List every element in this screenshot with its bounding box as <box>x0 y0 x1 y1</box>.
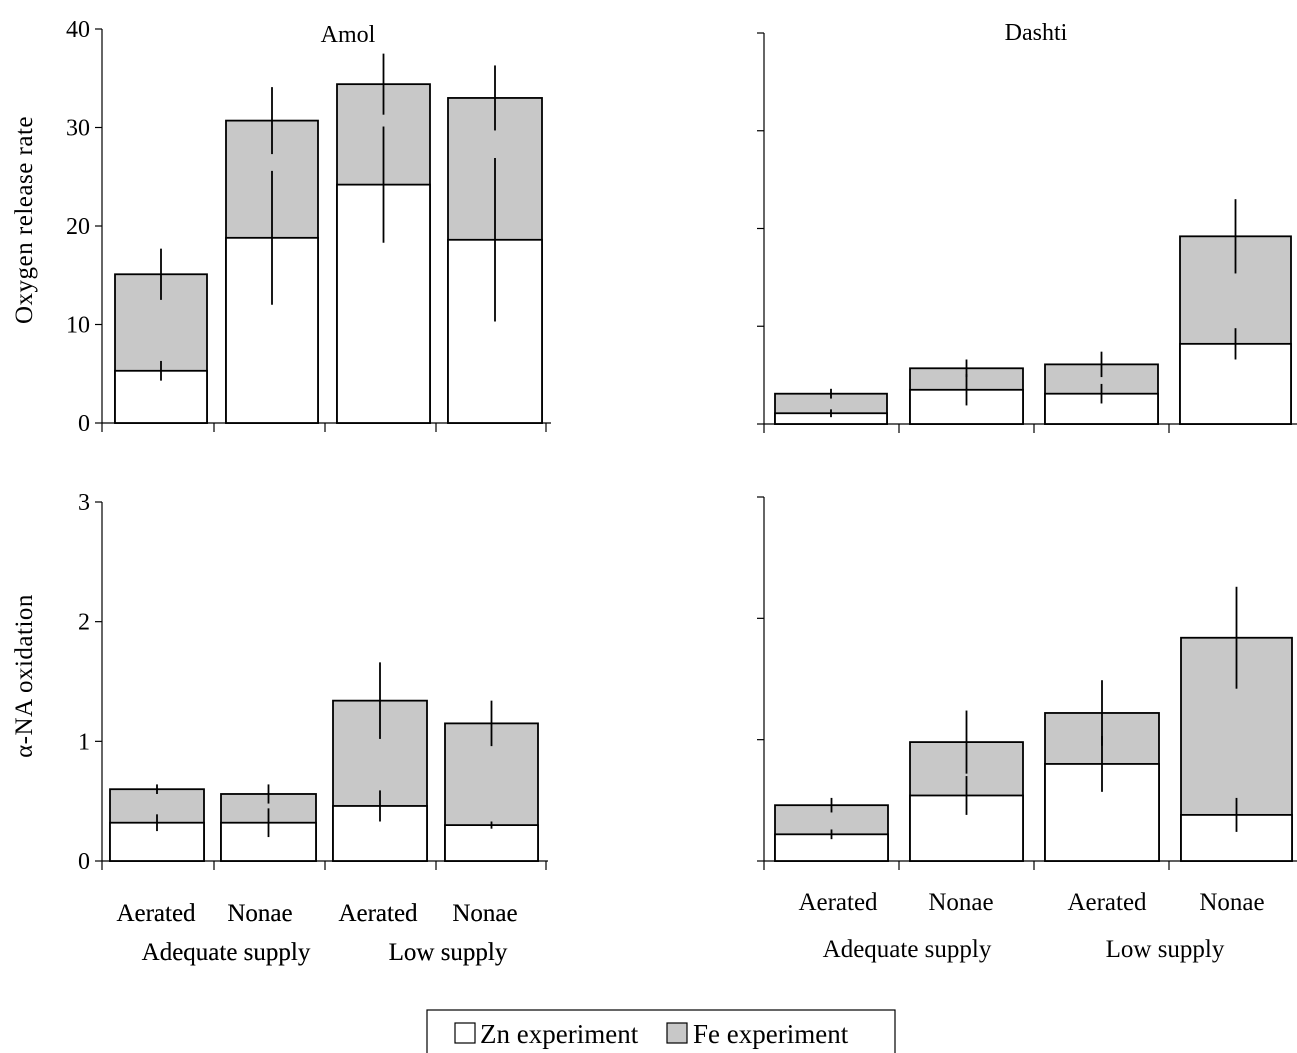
legend-swatch-fe <box>666 1022 688 1044</box>
category-label: Nonae <box>452 900 517 927</box>
group-label: Low supply <box>1106 936 1225 963</box>
group-label: Low supply <box>389 939 508 966</box>
y-tick-label: 0 <box>78 411 90 437</box>
group-label: Adequate supply <box>823 936 992 963</box>
category-label: Aerated <box>338 900 418 927</box>
legend-label-fe: Fe experiment <box>693 1019 849 1049</box>
bar-zn <box>332 805 428 862</box>
legend-box <box>426 1009 896 1053</box>
category-label: Nonae <box>1199 889 1264 916</box>
y-tick-label: 1 <box>78 729 90 755</box>
y-tick-label: 2 <box>78 610 90 636</box>
category-label: Aerated <box>116 900 196 927</box>
legend-label-zn: Zn experiment <box>480 1019 639 1049</box>
category-label: Nonae <box>227 900 292 927</box>
y-tick-label: 0 <box>78 849 90 875</box>
y-tick-label: 40 <box>66 17 90 43</box>
legend-swatch-zn <box>454 1022 476 1044</box>
panel-title: Dashti <box>1005 20 1068 46</box>
y-tick-label: 10 <box>66 313 90 339</box>
y-tick-label: 3 <box>78 490 90 516</box>
category-label: Aerated <box>798 889 878 916</box>
y-tick-label: 20 <box>66 214 90 240</box>
category-label: Nonae <box>452 900 517 927</box>
legend: Zn experiment Fe experiment <box>426 1009 896 1053</box>
category-label: Nonae <box>227 900 292 927</box>
group-label: Adequate supply <box>142 939 311 966</box>
group-label: Adequate supply <box>142 939 311 966</box>
bar-zn <box>444 824 539 862</box>
chart-panel-3: 0 1 2 3 α-NA oxidation Aerated Nonae Aerated Non… <box>11 490 548 966</box>
y-axis-title: Oxygen release rate <box>11 116 38 324</box>
chart-panel-4: Aerated Nonae Aerated Nonae Adequate supply L… <box>757 496 1297 963</box>
y-tick-label: 30 <box>66 116 90 142</box>
chart-panel-2: Dashti <box>757 20 1297 433</box>
category-label: Nonae <box>928 889 993 916</box>
group-label: Low supply <box>389 939 508 966</box>
category-label: Aerated <box>1067 889 1147 916</box>
panel-title: Amol <box>321 22 376 48</box>
category-label: Aerated <box>338 900 418 927</box>
category-label: Aerated <box>116 900 196 927</box>
y-axis-title: α-NA oxidation <box>11 594 38 758</box>
